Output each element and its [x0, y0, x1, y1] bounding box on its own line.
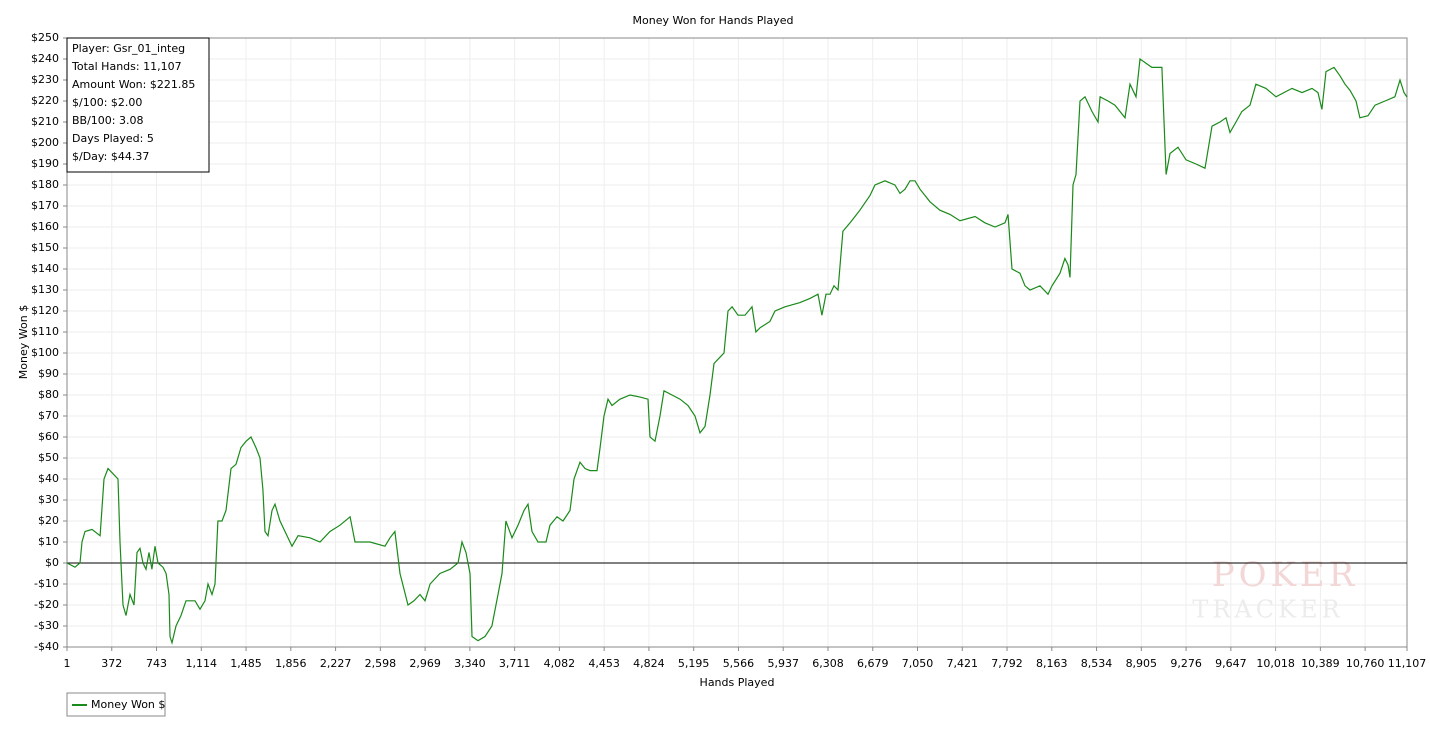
x-tick-label: 10,018	[1256, 657, 1295, 670]
y-tick-label: $150	[31, 241, 59, 254]
x-tick-label: 2,227	[320, 657, 352, 670]
y-tick-label: $210	[31, 115, 59, 128]
x-tick-label: 1	[64, 657, 71, 670]
info-line: $/Day: $44.37	[72, 150, 149, 163]
watermark-text: TRACKER	[1192, 596, 1343, 624]
x-tick-label: 372	[101, 657, 122, 670]
y-tick-label: $20	[38, 514, 59, 527]
legend: Money Won $	[66, 692, 166, 717]
x-tick-label: 2,598	[365, 657, 397, 670]
x-tick-label: 4,453	[588, 657, 620, 670]
info-line: BB/100: 3.08	[72, 114, 144, 127]
y-tick-label: $190	[31, 157, 59, 170]
x-tick-label: 10,389	[1301, 657, 1340, 670]
y-tick-label: $160	[31, 220, 59, 233]
y-tick-label: $80	[38, 388, 59, 401]
data-line	[66, 57, 1408, 646]
x-tick-label: 5,937	[767, 657, 799, 670]
x-tick-label: 7,050	[902, 657, 934, 670]
x-tick-label: 1,856	[275, 657, 307, 670]
legend-label: Money Won $	[91, 698, 165, 711]
x-tick-label: 3,711	[499, 657, 531, 670]
legend-frame	[66, 692, 166, 717]
info-line: Player: Gsr_01_integ	[72, 42, 185, 55]
x-tick-label: 8,163	[1036, 657, 1068, 670]
info-box: Player: Gsr_01_integ Total Hands: 11,107 A…	[66, 37, 210, 173]
y-tick-label: -$10	[34, 577, 59, 590]
x-tick-label: 3,340	[454, 657, 486, 670]
y-tick-label: $90	[38, 367, 59, 380]
y-tick-label: -$40	[34, 640, 59, 653]
x-tick-label: 2,969	[409, 657, 441, 670]
x-tick-label: 8,905	[1126, 657, 1158, 670]
x-tick-label: 7,421	[947, 657, 979, 670]
x-tick-label: 5,566	[723, 657, 755, 670]
y-tick-label: $180	[31, 178, 59, 191]
x-axis-label: Hands Played	[700, 676, 775, 689]
x-tick-label: 7,792	[991, 657, 1023, 670]
x-tick-label: 6,679	[857, 657, 889, 670]
x-tick-label: 743	[146, 657, 167, 670]
x-tick-label: 9,647	[1215, 657, 1247, 670]
y-tick-label: $250	[31, 31, 59, 44]
x-tick-label: 1,114	[186, 657, 218, 670]
y-tick-label: $10	[38, 535, 59, 548]
y-tick-label: $60	[38, 430, 59, 443]
y-tick-label: $110	[31, 325, 59, 338]
info-line: Days Played: 5	[72, 132, 154, 145]
x-tick-label: 1,485	[230, 657, 262, 670]
y-tick-label: $120	[31, 304, 59, 317]
y-tick-label: $50	[38, 451, 59, 464]
x-tick-label: 8,534	[1081, 657, 1113, 670]
y-tick-label: $70	[38, 409, 59, 422]
y-tick-label: $30	[38, 493, 59, 506]
y-axis-label: Money Won $	[17, 305, 30, 379]
info-box-frame	[66, 37, 210, 173]
y-tick-label: $230	[31, 73, 59, 86]
watermark-text: POKER	[1212, 555, 1359, 595]
y-tick-label: $140	[31, 262, 59, 275]
plot-frame	[66, 37, 1408, 648]
chart-title: Money Won for Hands Played	[633, 14, 794, 27]
info-line: $/100: $2.00	[72, 96, 142, 109]
y-tick-label: $0	[45, 556, 59, 569]
y-tick-label: $100	[31, 346, 59, 359]
x-tick-label: 5,195	[678, 657, 710, 670]
info-line: Amount Won: $221.85	[72, 78, 195, 91]
x-tick-label: 6,308	[812, 657, 844, 670]
x-tick-label: 4,082	[544, 657, 576, 670]
y-tick-label: $170	[31, 199, 59, 212]
y-tick-label: $40	[38, 472, 59, 485]
x-tick-label: 10,760	[1346, 657, 1385, 670]
y-tick-label: $200	[31, 136, 59, 149]
x-tick-label: 9,276	[1170, 657, 1202, 670]
x-tick-label: 11,107	[1388, 657, 1427, 670]
y-tick-label: $220	[31, 94, 59, 107]
plot	[66, 57, 1408, 646]
y-tick-label: $240	[31, 52, 59, 65]
y-tick-label: -$30	[34, 619, 59, 632]
watermark: POKER TRACKER	[1192, 555, 1359, 624]
y-tick-label: $130	[31, 283, 59, 296]
x-tick-label: 4,824	[633, 657, 665, 670]
info-line: Total Hands: 11,107	[71, 60, 182, 73]
y-tick-label: -$20	[34, 598, 59, 611]
